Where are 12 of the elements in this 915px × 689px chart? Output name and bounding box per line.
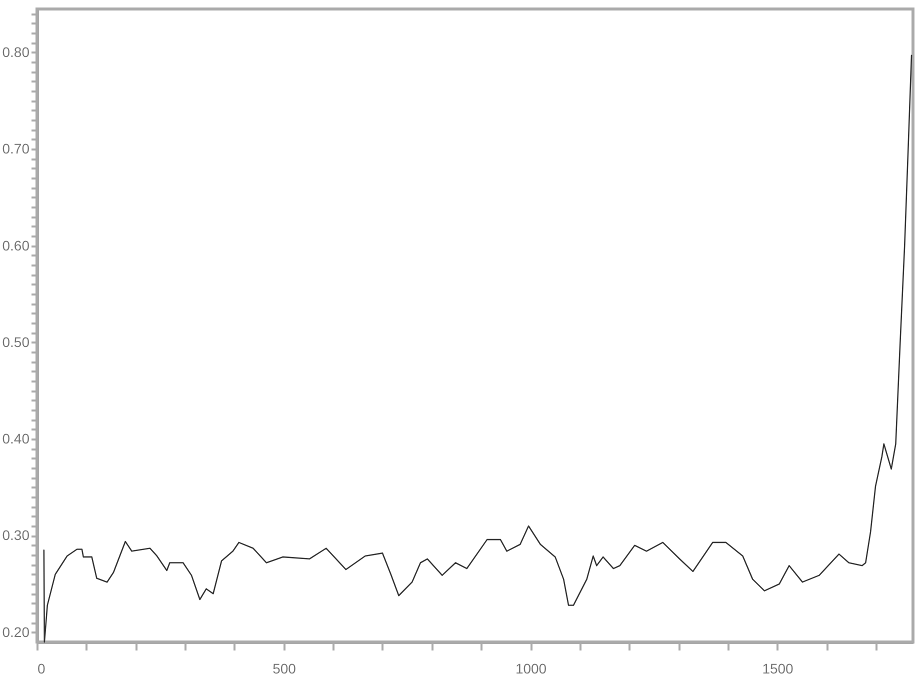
x-tick-label: 0 [38, 660, 46, 676]
x-tick-label: 1000 [515, 660, 547, 676]
x-tick-label: 500 [272, 660, 296, 676]
y-tick-label: 0.70 [2, 140, 30, 157]
y-tick-label: 0.60 [2, 237, 30, 254]
x-tick-label: 1500 [762, 660, 794, 676]
y-tick-label: 0.30 [2, 527, 30, 544]
y-tick-label: 0.20 [2, 624, 30, 640]
y-tick-label: 0.80 [2, 44, 30, 60]
y-tick-label: 0.40 [2, 430, 30, 447]
y-tick-label: 0.50 [2, 334, 30, 350]
line-series [43, 54, 912, 643]
